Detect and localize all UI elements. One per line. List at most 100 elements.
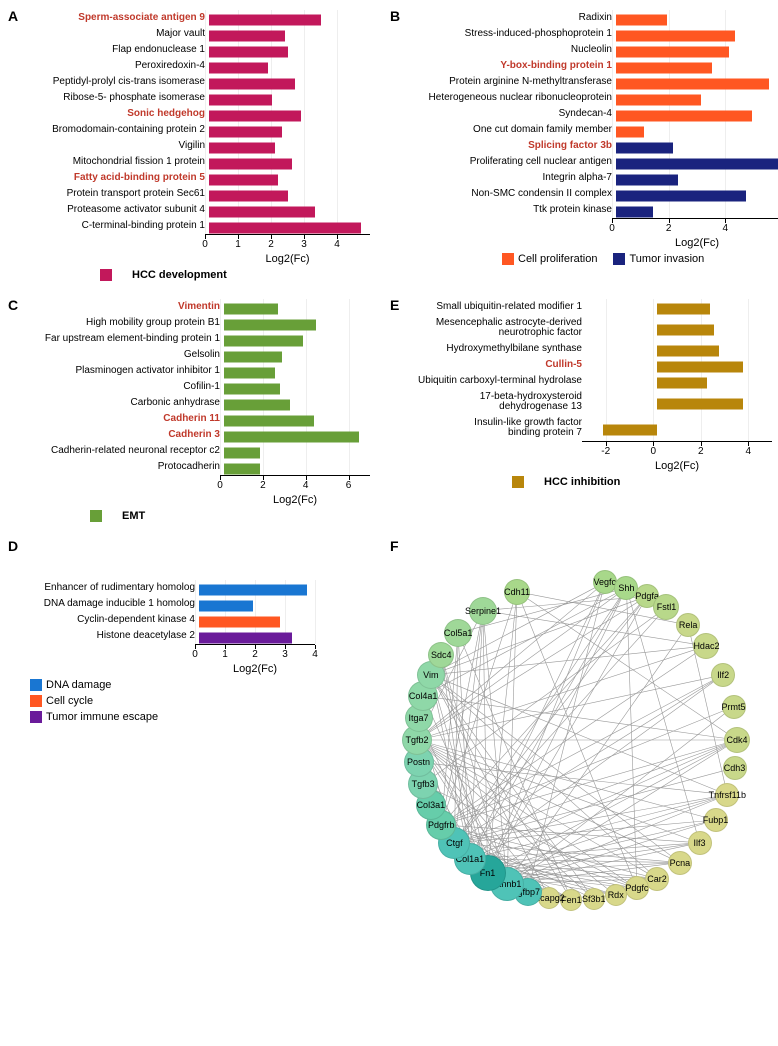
bar-label: Carbonic anhydrase <box>20 398 224 408</box>
network-node: Pdgfc <box>625 876 649 900</box>
bar <box>616 95 701 106</box>
bar-row: Peptidyl-prolyl cis-trans isomerase <box>20 74 374 90</box>
bar <box>209 79 295 90</box>
x-axis-label: Log2(Fc) <box>195 663 315 675</box>
x-axis-label: Log2(Fc) <box>205 253 370 265</box>
x-axis-label: Log2(Fc) <box>612 237 778 249</box>
bar-label: Histone deacetylase 2 <box>20 631 199 641</box>
network-edge <box>458 633 470 859</box>
bar-row: 17-beta-hydroxysteroiddehydrogenase 13 <box>402 389 778 415</box>
bar-label: Cadherin 11 <box>20 414 224 424</box>
bar-label: C-terminal-binding protein 1 <box>20 221 209 231</box>
legend-label: HCC development <box>132 269 227 281</box>
panel-a-letter: A <box>8 8 18 24</box>
network-node: Ncapg2 <box>538 887 560 909</box>
legend-swatch <box>512 476 524 488</box>
bar-label: Vigilin <box>20 141 209 151</box>
bar <box>616 175 678 186</box>
tick-label: 1 <box>222 649 228 660</box>
tick-label: 3 <box>301 239 307 250</box>
tick-label: 6 <box>346 480 352 491</box>
bar <box>199 633 292 644</box>
tick-label: 0 <box>217 480 223 491</box>
bar-row: High mobility group protein B1 <box>20 315 374 331</box>
bar-label: Cadherin 3 <box>20 430 224 440</box>
bar-row: Proteasome activator subunit 4 <box>20 202 374 218</box>
bar-row: Ribose-5- phosphate isomerase <box>20 90 374 106</box>
bar <box>224 464 260 475</box>
bar-label: Splicing factor 3b <box>402 141 616 151</box>
bar-row: One cut domain family member <box>402 122 778 138</box>
bar-row: Integrin alpha-7 <box>402 170 778 186</box>
network-edge <box>454 675 723 843</box>
bar-label: Cyclin-dependent kinase 4 <box>20 615 199 625</box>
legend-swatch <box>30 695 42 707</box>
legend-swatch <box>30 679 42 691</box>
bar-row: Ubiquitin carboxyl-terminal hydrolase <box>402 373 778 389</box>
x-axis-label: Log2(Fc) <box>582 460 772 472</box>
bar-label: Syndecan-4 <box>402 109 616 119</box>
bar-label: Cullin-5 <box>402 360 586 370</box>
bar <box>616 127 644 138</box>
bar-label: Cofilin-1 <box>20 382 224 392</box>
network-node: Vegfc <box>593 570 617 594</box>
panel-e: E Small ubiquitin-related modifier 1Mese… <box>392 299 778 522</box>
bar-row: Insulin-like growth factorbinding protei… <box>402 415 778 441</box>
network-edge <box>483 611 488 873</box>
bar-label: Vimentin <box>20 302 224 312</box>
network-node: Ilf3 <box>688 831 712 855</box>
bar <box>209 63 268 74</box>
bar <box>209 15 321 26</box>
bar-row: Flap endonuclease 1 <box>20 42 374 58</box>
bar-row: Plasminogen activator inhibitor 1 <box>20 363 374 379</box>
bar-row: Gelsolin <box>20 347 374 363</box>
network-edge <box>488 596 648 872</box>
bar-label: Non-SMC condensin II complex <box>402 189 616 199</box>
bar-label: Hydroxymethylbilane synthase <box>402 344 586 354</box>
bar <box>616 47 729 58</box>
bar <box>199 601 253 612</box>
bar <box>209 159 292 170</box>
bar <box>224 352 282 363</box>
network-edge <box>431 646 707 675</box>
bar-label: Stress-induced-phosphoprotein 1 <box>402 29 616 39</box>
bar-row: C-terminal-binding protein 1 <box>20 218 374 234</box>
bar-label: Peptidyl-prolyl cis-trans isomerase <box>20 77 209 87</box>
panel-b-letter: B <box>390 8 400 24</box>
bar <box>616 63 712 74</box>
bar-label: Enhancer of rudimentary homolog <box>20 583 199 593</box>
bar <box>616 31 735 42</box>
legend: DNA damageCell cycleTumor immune escape <box>30 679 374 723</box>
bar <box>616 207 653 218</box>
bar-label: Proliferating cell nuclear antigen <box>402 157 616 167</box>
chart-c-bars: Vimentin High mobility group protein B1 Fa… <box>20 299 374 522</box>
network-edge <box>431 675 728 795</box>
panel-a: A Sperm-associate antigen 9Major vaultFl… <box>10 10 374 281</box>
tick-label: 4 <box>723 223 729 234</box>
bar-label: Peroxiredoxin-4 <box>20 61 209 71</box>
tick-label: 4 <box>312 649 318 660</box>
legend-label: EMT <box>122 510 145 522</box>
bar-label: Protein arginine N-methyltransferase <box>402 77 616 87</box>
network-edge <box>470 582 605 858</box>
legend-label: Tumor immune escape <box>46 711 158 723</box>
network-node: Sf3b1 <box>583 888 605 910</box>
tick-label: 2 <box>268 239 274 250</box>
bar-label: Far upstream element-binding protein 1 <box>20 334 224 344</box>
bar <box>657 378 707 389</box>
bar-label: DNA damage inducible 1 homolog <box>20 599 199 609</box>
legend-swatch <box>502 253 514 265</box>
bar-row: Non-SMC condensin II complex <box>402 186 778 202</box>
bar-row: Sonic hedgehog <box>20 106 374 122</box>
tick-label: 0 <box>650 446 656 457</box>
legend-swatch <box>100 269 112 281</box>
bar-row: Proliferating cell nuclear antigen <box>402 154 778 170</box>
bar <box>224 384 280 395</box>
network-f: VegfcShhPdgfaFstl1RelaHdac2Ilf2Prmt5Cdk4… <box>392 540 762 940</box>
bar-label: 17-beta-hydroxysteroiddehydrogenase 13 <box>402 392 586 412</box>
bar-label: Ribose-5- phosphate isomerase <box>20 93 209 103</box>
bar <box>616 159 778 170</box>
bar <box>199 617 280 628</box>
bar-row: Peroxiredoxin-4 <box>20 58 374 74</box>
bar <box>224 448 260 459</box>
